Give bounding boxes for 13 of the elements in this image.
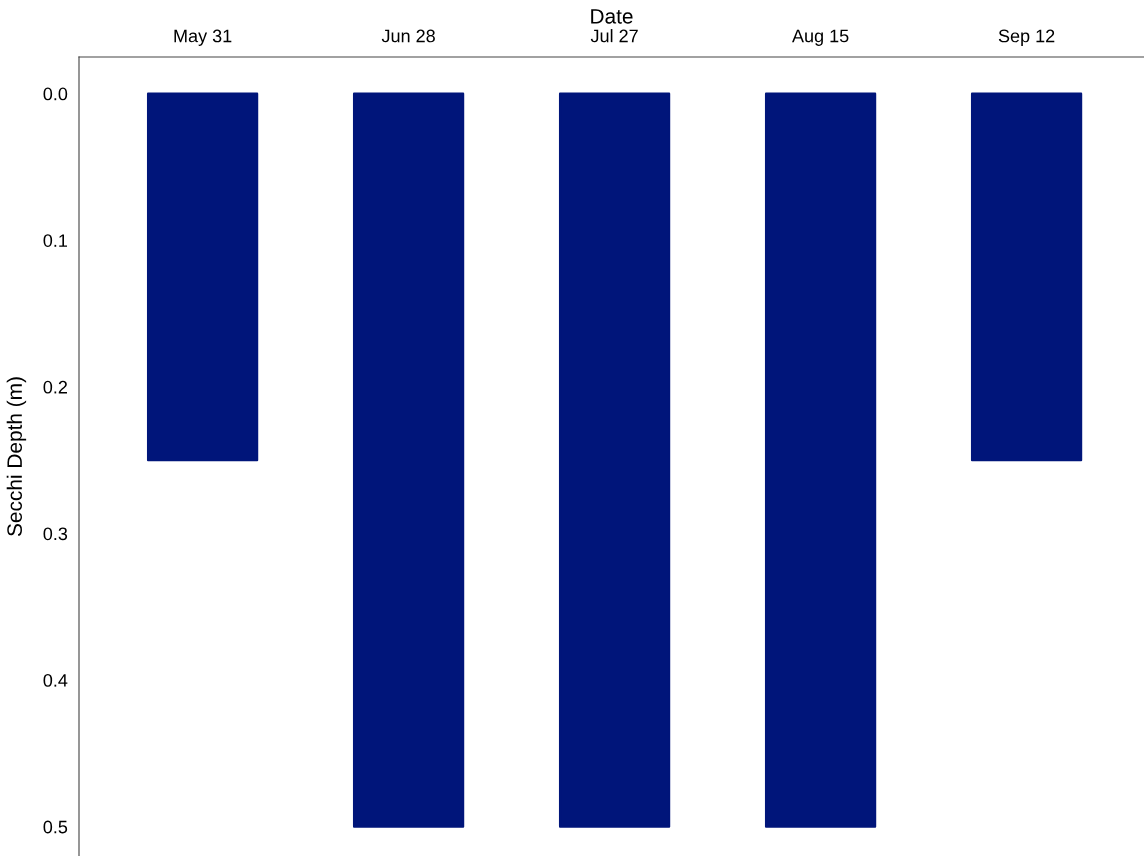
x-tick-label: Jul 27	[590, 29, 638, 43]
y-axis-title: Secchi Depth (m)	[6, 377, 27, 537]
y-tick-label: 0.0	[43, 87, 68, 101]
x-tick-label: Jun 28	[381, 29, 435, 43]
y-tick-label: 0.4	[43, 674, 68, 687]
x-tick-label: Sep 12	[998, 29, 1055, 46]
y-tick-label: 0.1	[43, 234, 68, 247]
y-tick-label: 0.3	[43, 527, 68, 541]
x-axis-title: Date	[591, 9, 633, 24]
y-tick-label: 0.5	[43, 820, 68, 834]
x-tick-label: May 31	[174, 29, 232, 46]
x-tick-label: Aug 15	[792, 29, 849, 46]
y-tick-label: 0.2	[43, 380, 67, 394]
